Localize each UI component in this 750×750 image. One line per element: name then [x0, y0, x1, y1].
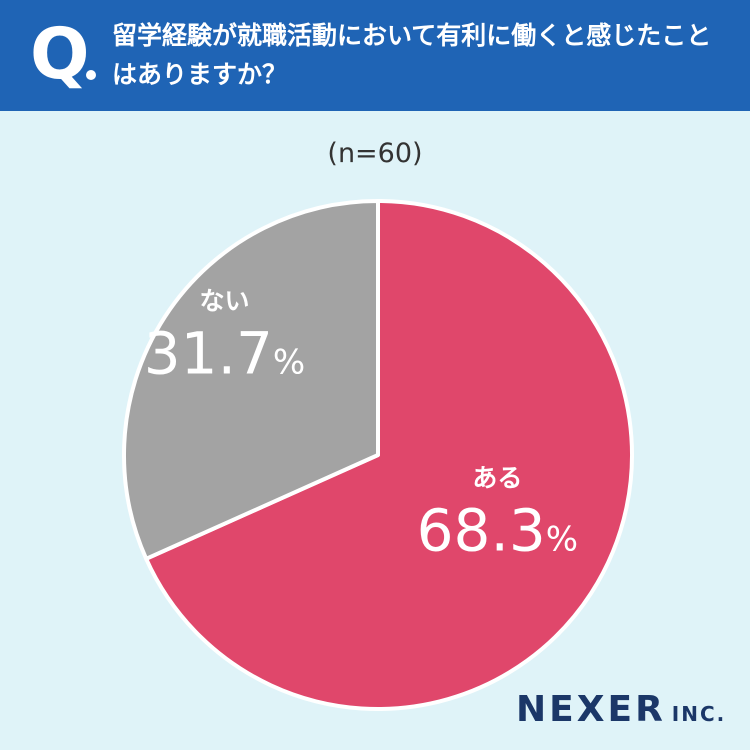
slice-value-label-1: 68.3% [417, 496, 578, 564]
question-text: 留学経験が就職活動において有利に働くと感じたことはありますか？ [112, 21, 712, 89]
sample-size-label: (n=60) [327, 138, 423, 169]
brand-name: NEXER [516, 689, 666, 730]
q-dot [86, 70, 96, 80]
brand-logo: NEXER INC. [516, 688, 726, 736]
brand-suffix: INC. [671, 702, 727, 726]
slice-value-label-2: 31.7% [144, 320, 305, 388]
pie-slice-2 [122, 199, 380, 561]
question-header: Q 留学経験が就職活動において有利に働くと感じたことはありますか？ [0, 0, 750, 111]
slice-category-label-2: ない [200, 287, 250, 316]
slice-category-label-1: ある [472, 463, 522, 492]
pie-slice-1 [144, 199, 634, 711]
q-mark: Q [30, 13, 90, 95]
